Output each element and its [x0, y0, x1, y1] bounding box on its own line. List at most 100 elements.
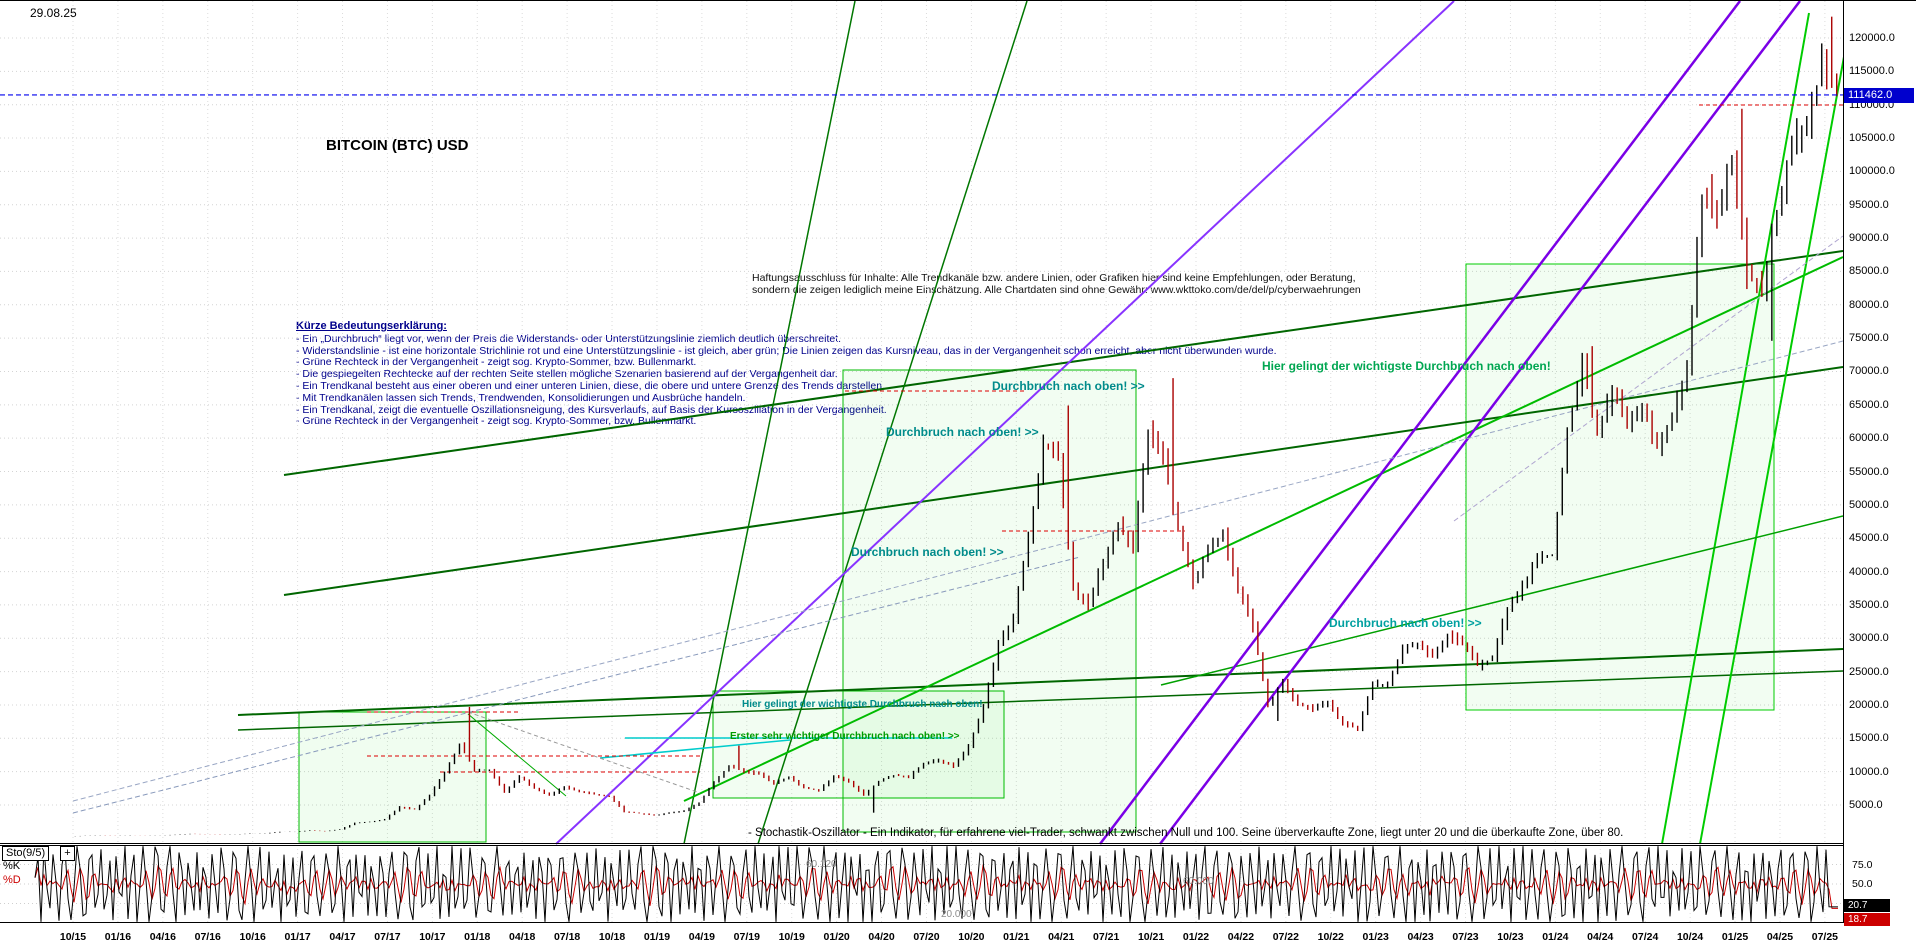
legend-line: - Die gespiegelten Rechtecke auf der rec… — [296, 368, 838, 381]
price-tick-label: 40000.0 — [1849, 565, 1889, 578]
time-tick-label: 04/21 — [1048, 931, 1075, 943]
time-tick-label: 07/24 — [1632, 931, 1659, 943]
time-tick-label: 10/22 — [1317, 931, 1344, 943]
breakout-annotation: Durchbruch nach oben! >> — [851, 545, 1004, 559]
breakout-annotation: Erster sehr wichtiger Durchbruch nach ob… — [730, 731, 960, 742]
price-tick-label: 50000.0 — [1849, 498, 1889, 511]
price-tick-label: 115000.0 — [1849, 65, 1895, 78]
disclaimer-line1: Haftungsausschluss für Inhalte: Alle Tre… — [752, 272, 1356, 284]
stochastic-canvas[interactable] — [0, 845, 1843, 923]
time-tick-label: 10/23 — [1497, 931, 1524, 943]
time-tick-label: 10/20 — [958, 931, 985, 943]
price-tick-label: 95000.0 — [1849, 198, 1889, 211]
price-axis: 120000.0 115000.0 110000.0 105000.0 100000.0… — [1843, 1, 1916, 844]
price-tick-label: 5000.0 — [1849, 799, 1883, 811]
time-tick-label: 07/22 — [1272, 931, 1299, 943]
legend-line: - Widerstandslinie - ist eine horizontal… — [296, 344, 1277, 357]
time-tick-label: 10/21 — [1137, 931, 1165, 943]
breakout-annotation: Durchbruch nach oben! >> — [1329, 616, 1482, 630]
axis-separator — [1843, 1, 1844, 923]
time-tick-label: 01/16 — [104, 931, 132, 943]
breakout-annotation: Hier gelingt der wichtigste Durchbruch n… — [1262, 359, 1551, 373]
price-tick-label: 45000.0 — [1849, 532, 1889, 545]
price-tick-label: 30000.0 — [1849, 632, 1889, 645]
time-tick-label: 07/17 — [374, 931, 401, 943]
time-tick-label: 07/16 — [194, 931, 221, 943]
k-value-badge: 20.7 — [1844, 899, 1890, 912]
stoch-scale-label: 75.0 — [1852, 858, 1873, 871]
time-tick-label: 01/18 — [464, 931, 491, 943]
time-tick-label: 07/23 — [1452, 931, 1479, 943]
time-tick-label: 01/23 — [1362, 931, 1389, 943]
date-label: 29.08.25 — [30, 6, 77, 20]
time-tick-label: 04/22 — [1227, 931, 1255, 943]
breakout-annotation: Durchbruch nach oben! >> — [992, 379, 1145, 393]
stoch-scale-label: 50.0 — [1852, 878, 1873, 890]
price-tick-label: 65000.0 — [1849, 398, 1889, 411]
breakout-annotation: Hier gelingt der wichtigste Durchbruch n… — [742, 699, 983, 710]
legend-line: - Ein „Durchbruch“ liegt vor, wenn der P… — [296, 332, 842, 345]
price-tick-label: 15000.0 — [1849, 732, 1889, 745]
time-tick-label: 04/20 — [868, 931, 895, 943]
price-chart-canvas[interactable] — [0, 1, 1843, 845]
time-tick-label: 10/16 — [239, 931, 266, 943]
price-tick-label: 35000.0 — [1849, 598, 1889, 611]
time-tick-label: 04/23 — [1407, 931, 1434, 943]
price-tick-label: 120000.0 — [1849, 32, 1895, 44]
time-tick-label: 01/21 — [1003, 931, 1030, 943]
time-tick-label: 01/20 — [823, 931, 850, 943]
time-tick-label: 01/25 — [1721, 931, 1749, 943]
time-tick-label: 10/24 — [1676, 931, 1704, 943]
price-tick-label: 80000.0 — [1849, 298, 1889, 311]
time-tick-label: 07/19 — [733, 931, 760, 943]
time-tick-label: 10/18 — [598, 931, 626, 943]
time-tick-label: 01/17 — [284, 931, 311, 943]
legend-line: - Ein Trendkanal, zeigt die eventuelle O… — [296, 403, 887, 416]
level-watermark: 20.000 — [941, 909, 972, 920]
time-tick-label: 07/21 — [1093, 931, 1120, 943]
time-tick-label: 04/24 — [1587, 931, 1614, 943]
time-tick-label: 01/24 — [1542, 931, 1569, 943]
d-value: 18.7 — [1848, 914, 1868, 925]
d-label: %D — [3, 874, 21, 886]
time-tick-label: 04/17 — [329, 931, 356, 943]
time-tick-label: 07/25 — [1811, 931, 1839, 943]
time-tick-label: 07/20 — [913, 931, 940, 943]
time-tick-label: 04/19 — [688, 931, 716, 943]
disclaimer: Haftungsausschluss für Inhalte: Alle Tre… — [752, 272, 1361, 296]
stochastic-settings-button[interactable]: Sto(9/5) — [2, 846, 50, 861]
time-tick-label: 07/18 — [553, 931, 581, 943]
time-tick-label: 01/19 — [643, 931, 671, 943]
time-tick-label: 10/15 — [59, 931, 87, 943]
disclaimer-line2: sondern die zeigen lediglich meine Einsc… — [752, 284, 1361, 296]
legend-block: Kürze Bedeutungserklärung: - Ein „Durchb… — [296, 320, 1277, 428]
price-tick-label: 55000.0 — [1849, 465, 1889, 478]
legend-line: - Mit Trendkanälen lassen sich Trends, T… — [296, 391, 746, 404]
price-tick-label: 105000.0 — [1849, 132, 1895, 145]
d-value-badge: 18.7 — [1844, 913, 1890, 926]
legend-line: - Grüne Rechteck in der Vergangenheit - … — [296, 415, 697, 428]
price-tick-label: 10000.0 — [1849, 765, 1889, 778]
price-tick-label: 20000.0 — [1849, 698, 1889, 711]
breakout-annotation: Durchbruch nach oben! >> — [886, 425, 1039, 439]
k-value: 20.7 — [1848, 900, 1868, 911]
level-watermark: 60.120 — [806, 859, 837, 870]
time-tick-label: 04/25 — [1766, 931, 1794, 943]
price-tick-label: 85000.0 — [1849, 265, 1889, 278]
time-tick-label: 01/22 — [1182, 931, 1210, 943]
expand-icon[interactable]: + — [60, 846, 75, 861]
last-price-badge: 111462.0 — [1844, 88, 1914, 103]
level-watermark: 60.000 — [1183, 876, 1214, 887]
k-label: %K — [3, 860, 21, 872]
chart-title: BITCOIN (BTC) USD — [326, 137, 469, 154]
time-tick-label: 04/18 — [509, 931, 536, 943]
stochastic-settings-label: Sto(9/5) — [6, 847, 46, 859]
price-tick-label: 60000.0 — [1849, 432, 1889, 445]
stochastic-description: - Stochastik-Oszillator - Ein Indikator,… — [748, 827, 1624, 839]
price-tick-label: 25000.0 — [1849, 665, 1889, 678]
legend-title: Kürze Bedeutungserklärung: — [296, 320, 447, 332]
last-price-value: 111462.0 — [1848, 89, 1893, 101]
price-tick-label: 100000.0 — [1849, 165, 1895, 178]
legend-lines: - Ein „Durchbruch“ liegt vor, wenn der P… — [296, 332, 1277, 428]
